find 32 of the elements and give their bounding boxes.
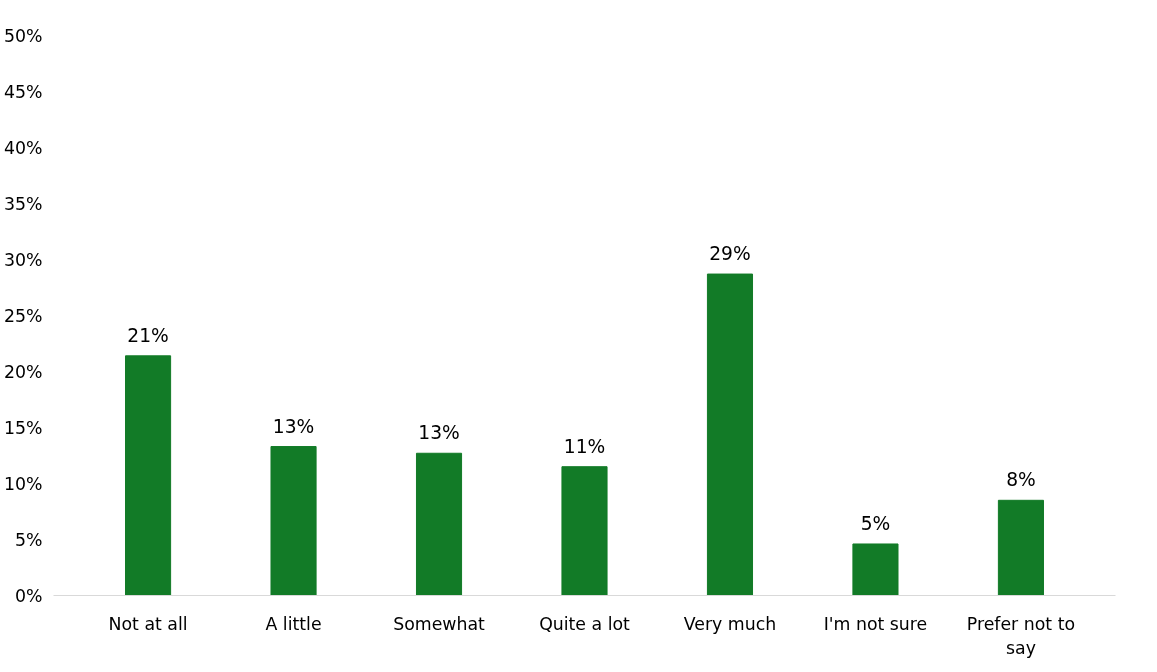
- y-tick-label: 25%: [3, 305, 43, 326]
- bar: [706, 273, 754, 596]
- data-label: 8%: [1006, 469, 1036, 491]
- bar: [415, 452, 463, 596]
- data-label: 13%: [418, 422, 460, 444]
- bar: [852, 543, 899, 596]
- y-tick-label: 15%: [3, 417, 43, 438]
- data-label: 29%: [709, 243, 751, 265]
- data-label: 13%: [272, 415, 315, 437]
- bar: [561, 466, 608, 596]
- y-tick-label: 50%: [3, 25, 43, 46]
- y-tick-label: 5%: [15, 529, 43, 550]
- bar: [125, 355, 172, 596]
- data-label: 5%: [860, 512, 891, 534]
- x-tick-label: A little: [265, 613, 322, 634]
- bar: [997, 499, 1044, 596]
- bar: [270, 446, 317, 596]
- y-tick-label: 0%: [15, 585, 43, 606]
- y-tick-label: 40%: [3, 137, 43, 158]
- y-tick-label: 30%: [3, 249, 43, 270]
- data-label: 21%: [127, 324, 169, 346]
- x-tick-label: Prefer not to say: [966, 613, 1076, 658]
- y-tick-label: 45%: [3, 81, 43, 102]
- x-tick-label: Somewhat: [393, 613, 486, 634]
- data-label: 11%: [563, 435, 606, 457]
- y-tick-label: 20%: [3, 361, 43, 382]
- x-tick-label: I'm not sure: [823, 613, 928, 634]
- x-tick-label: Quite a lot: [539, 613, 631, 634]
- x-tick-label: Very much: [683, 613, 777, 634]
- x-tick-label: Not at all: [108, 613, 188, 634]
- y-tick-label: 10%: [3, 473, 43, 494]
- y-tick-label: 35%: [3, 193, 43, 214]
